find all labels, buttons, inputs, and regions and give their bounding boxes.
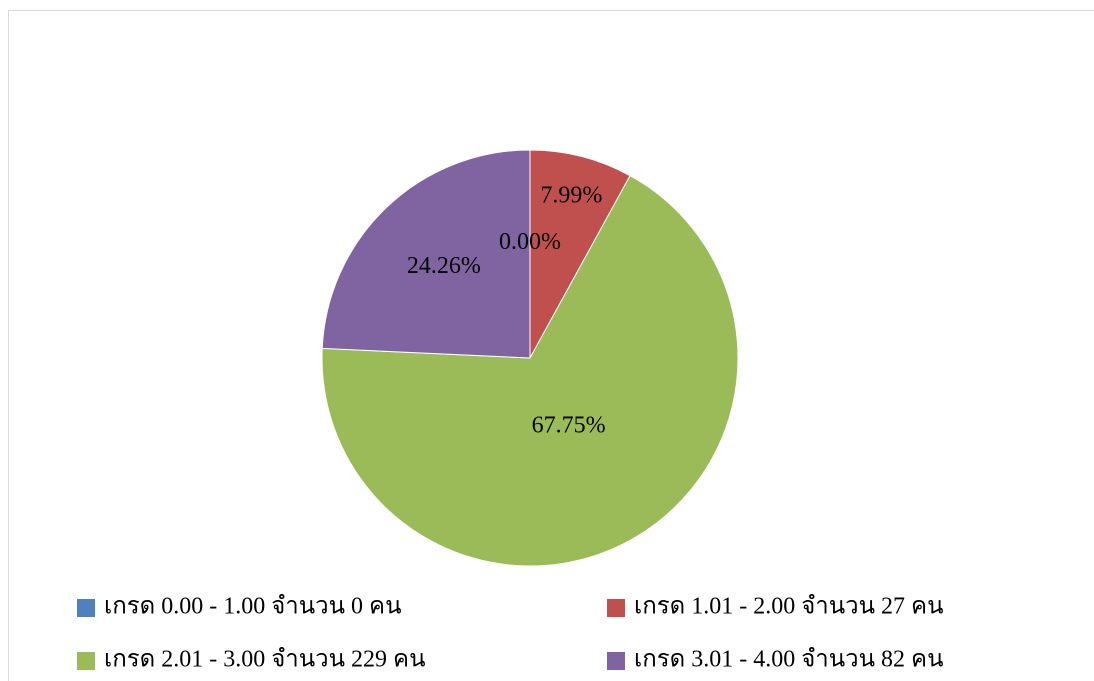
data-label: 0.00% — [499, 229, 561, 255]
legend-label: เกรด 0.00 - 1.00 จำนวน 0 คน — [104, 594, 402, 620]
legend-label: เกรด 1.01 - 2.00 จำนวน 27 คน — [634, 594, 944, 620]
legend-label: เกรด 2.01 - 3.00 จำนวน 229 คน — [104, 647, 426, 673]
data-label: 24.26% — [407, 253, 481, 279]
data-label: 67.75% — [532, 412, 606, 438]
legend-swatch — [607, 599, 625, 617]
pie-slice — [529, 149, 631, 359]
legend-swatch — [607, 652, 625, 670]
legend-swatch — [77, 599, 95, 617]
data-label: 7.99% — [540, 182, 602, 208]
legend-label: เกรด 3.01 - 4.00 จำนวน 82 คน — [634, 647, 944, 673]
pie-slice — [321, 149, 531, 359]
legend-swatch — [77, 652, 95, 670]
pie-slice — [321, 174, 739, 567]
